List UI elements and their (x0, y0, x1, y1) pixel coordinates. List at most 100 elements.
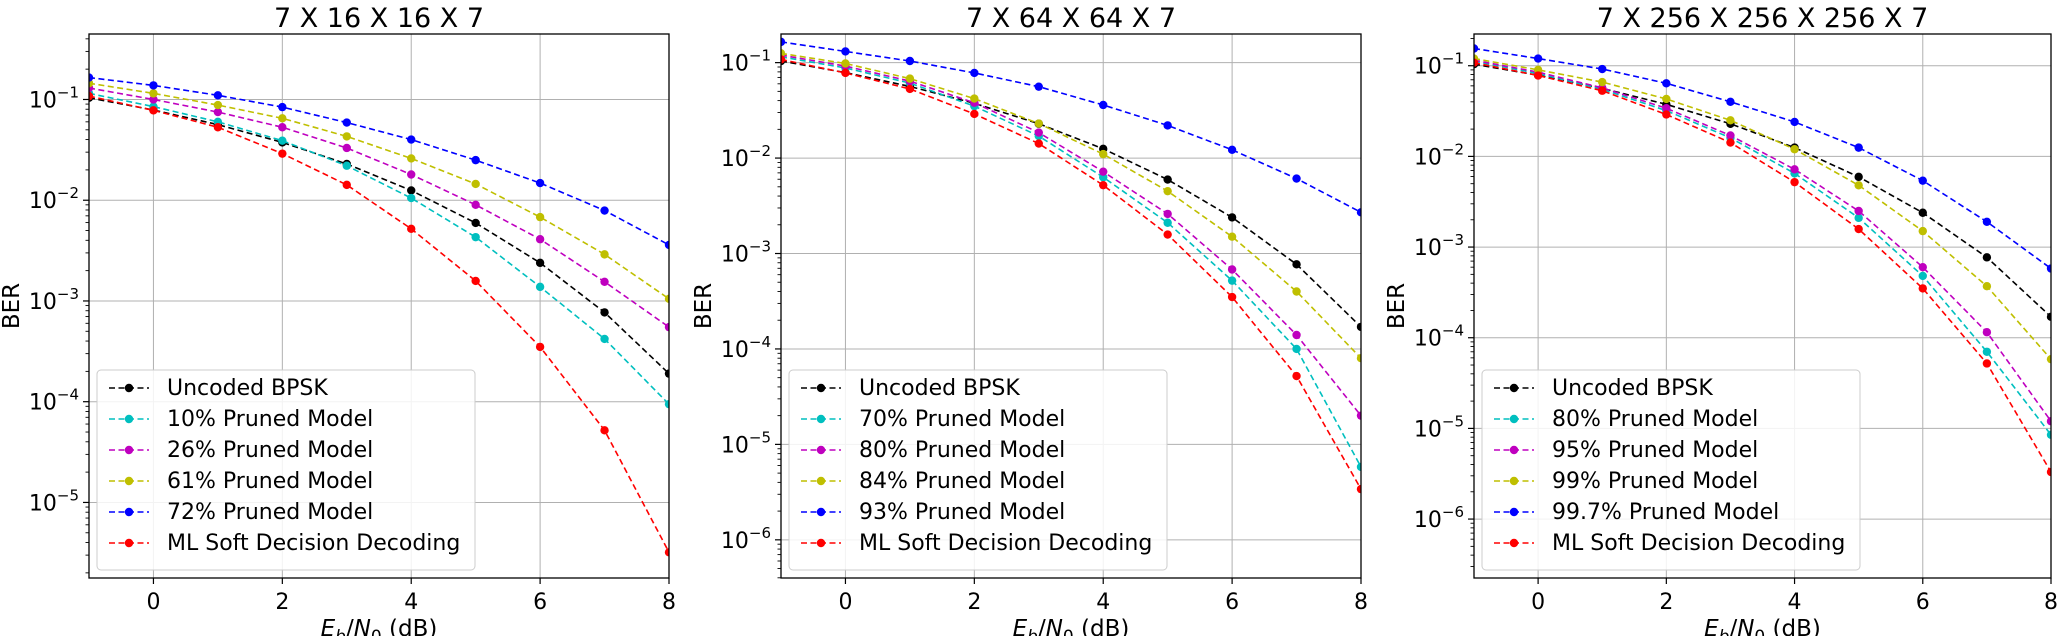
data-point (1598, 64, 1607, 74)
data-point (1163, 186, 1172, 196)
legend-entry: 72% Pruned Model (109, 500, 373, 525)
data-point (471, 276, 480, 286)
legend-label: 80% Pruned Model (859, 438, 1065, 463)
data-point (664, 322, 669, 332)
y-tick-label: 10−5 (721, 428, 771, 458)
x-tick-label: 0 (1531, 590, 1545, 615)
data-point (600, 308, 609, 317)
data-point (664, 240, 669, 250)
data-point (1854, 172, 1863, 182)
data-point (1292, 330, 1301, 340)
data-point (1598, 77, 1607, 87)
data-point (1726, 116, 1735, 125)
y-tick-label: 10−5 (29, 486, 79, 516)
data-point (407, 135, 416, 144)
legend-label: ML Soft Decision Decoding (167, 531, 460, 556)
y-tick-label: 10−6 (721, 524, 771, 554)
series-group (1474, 44, 2051, 477)
y-axis-label: BER (1384, 283, 1410, 329)
data-point (1099, 100, 1108, 110)
x-tick-label: 6 (1225, 590, 1239, 615)
plot-frame (780, 33, 1362, 579)
data-point (970, 94, 979, 103)
legend-label: Uncoded BPSK (167, 376, 328, 401)
chart-title: 7 X 16 X 16 X 7 (274, 3, 484, 34)
data-point (781, 55, 786, 64)
legend-entry: ML Soft Decision Decoding (801, 531, 1152, 556)
data-point (1292, 260, 1301, 269)
y-tick-label: 10−4 (1414, 322, 1464, 352)
legend-swatch-marker (1509, 445, 1519, 455)
data-point (781, 37, 786, 47)
data-point (1227, 265, 1237, 274)
data-point (841, 59, 850, 68)
data-point (664, 399, 669, 409)
legend-entry: 93% Pruned Model (801, 500, 1065, 525)
series-line-5 (89, 76, 669, 246)
series-line-3 (781, 54, 1361, 417)
legend-swatch-marker (816, 383, 826, 393)
chart-panel-2: 0 2 4 6 8 10−1 10−2 10−3 10−4 10−5 10−6 7 X 64 X 64… (691, 3, 1368, 636)
legend-swatch-marker (1509, 538, 1519, 548)
data-point (1227, 232, 1237, 241)
data-point (1474, 44, 1479, 53)
legend-entry: 84% Pruned Model (801, 469, 1065, 494)
data-point (535, 235, 545, 244)
data-point (342, 180, 351, 190)
data-point (1598, 86, 1607, 95)
data-point (1918, 284, 1927, 293)
series-line-6 (1474, 61, 2051, 473)
data-point (535, 282, 545, 292)
data-point (149, 81, 158, 90)
legend-label: 61% Pruned Model (167, 469, 373, 494)
y-axis-label: BER (691, 283, 717, 329)
data-point (1292, 174, 1301, 183)
data-point (407, 186, 416, 195)
legend-box (788, 369, 1168, 571)
legend-entry: 10% Pruned Model (109, 407, 373, 432)
data-point (1790, 177, 1799, 187)
legend-label: 70% Pruned Model (859, 407, 1065, 432)
series-line-6 (781, 58, 1361, 490)
data-point (1918, 262, 1927, 272)
data-point (213, 107, 223, 117)
x-tick-label: 2 (1659, 590, 1673, 615)
x-tick-label: 6 (533, 590, 547, 615)
data-point (1163, 121, 1172, 130)
y-tick-label: 10−2 (721, 142, 771, 172)
data-point (1292, 287, 1301, 296)
data-point (1356, 208, 1361, 217)
y-tick-label: 10−2 (1414, 140, 1464, 170)
y-tick-label: 10−3 (1414, 231, 1464, 261)
data-point (1662, 110, 1671, 119)
data-point (1918, 208, 1927, 217)
legend-swatch-marker (816, 538, 826, 548)
plot-frame (1473, 33, 2052, 579)
data-point (471, 179, 480, 189)
data-point (970, 109, 979, 119)
data-point (535, 342, 545, 352)
legend-label: Uncoded BPSK (1552, 376, 1713, 401)
data-point (1918, 176, 1927, 185)
legend: Uncoded BPSK 10% Pruned Model 26% Pruned M… (96, 369, 476, 571)
series-line-6 (89, 95, 669, 553)
data-point (905, 74, 915, 83)
y-tick-label: 10−1 (721, 47, 771, 77)
series-group (89, 73, 669, 557)
legend-swatch-marker (816, 414, 826, 424)
data-point (1163, 218, 1172, 227)
legend-entry: 80% Pruned Model (1494, 407, 1758, 432)
x-tick-label: 4 (404, 590, 418, 615)
data-point (471, 200, 480, 210)
series-line-4 (1474, 57, 2051, 360)
data-point (471, 218, 480, 228)
data-point (1034, 139, 1043, 148)
data-point (342, 161, 351, 170)
x-tick-label: 0 (838, 590, 852, 615)
data-point (1227, 145, 1237, 155)
legend: Uncoded BPSK 80% Pruned Model 95% Pruned M… (1481, 369, 1861, 571)
data-point (1099, 167, 1108, 176)
data-point (278, 149, 287, 158)
data-point (1982, 328, 1992, 337)
